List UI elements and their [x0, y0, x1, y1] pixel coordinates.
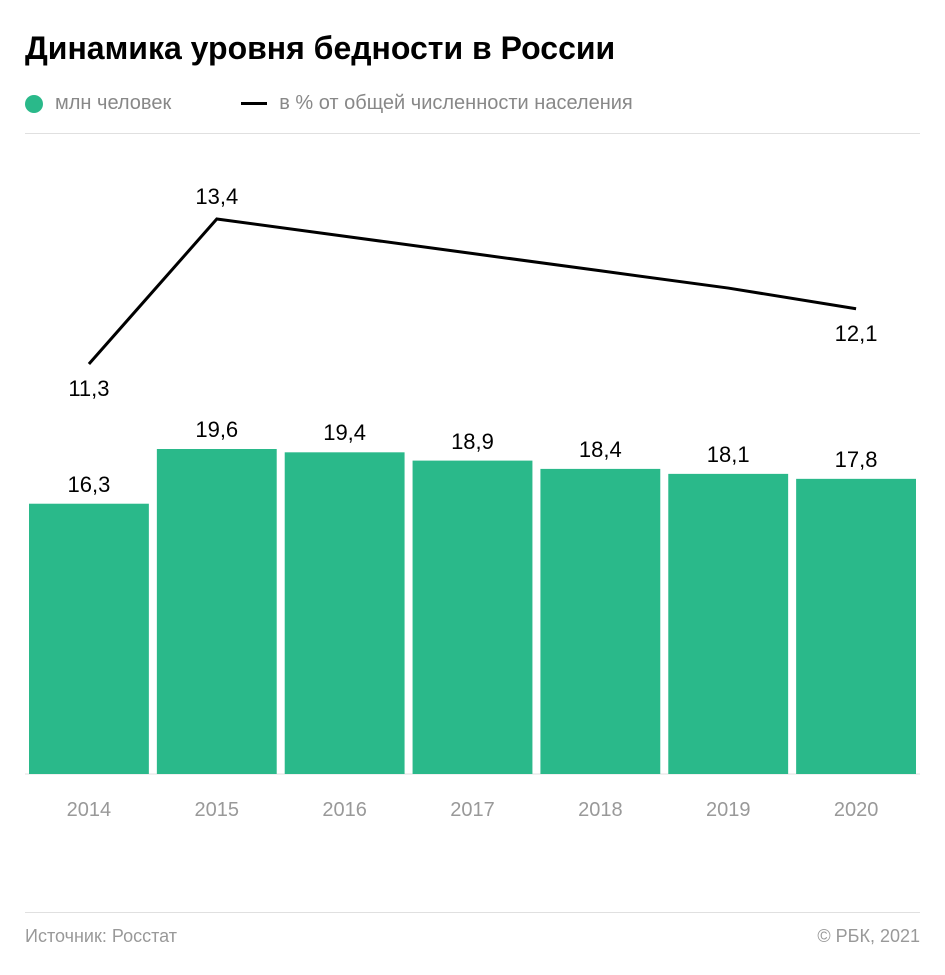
bar-value-label: 18,4 [540, 437, 660, 463]
header-divider [25, 133, 920, 134]
legend-line-icon [241, 102, 267, 105]
x-axis-label: 2019 [664, 799, 792, 822]
x-axis-labels: 2014201520162017201820192020 [25, 799, 920, 822]
chart-title: Динамика уровня бедности в России [25, 30, 920, 67]
bar-value-label: 17,8 [796, 447, 916, 473]
chart-svg [25, 154, 920, 834]
footer-source: Источник: Росстат [25, 926, 177, 947]
footer-source-prefix: Источник: [25, 926, 107, 946]
bar [668, 474, 788, 774]
footer-divider [25, 912, 920, 913]
x-axis-label: 2017 [409, 799, 537, 822]
x-axis-label: 2016 [281, 799, 409, 822]
legend: млн человек в % от общей численности нас… [25, 92, 920, 115]
bar [413, 461, 533, 774]
legend-bars-label: млн человек [55, 92, 171, 115]
x-axis-label: 2014 [25, 799, 153, 822]
trend-line [89, 219, 856, 364]
bar [540, 469, 660, 774]
line-value-label: 13,4 [187, 184, 247, 210]
bar-value-label: 16,3 [29, 472, 149, 498]
bar [285, 452, 405, 774]
bar-value-label: 18,9 [413, 429, 533, 455]
x-axis-label: 2020 [792, 799, 920, 822]
bar-value-label: 18,1 [668, 442, 788, 468]
footer-source-name: Росстат [112, 926, 177, 946]
bar [29, 504, 149, 774]
chart-area: 16,3 19,6 19,4 18,9 18,4 18,1 17,8 11,3 13,4 12,1… [25, 154, 920, 834]
footer-attribution: © РБК, 2021 [817, 926, 920, 947]
line-value-label: 11,3 [59, 376, 119, 402]
legend-dot-icon [25, 95, 43, 113]
legend-line-label: в % от общей численности населения [279, 92, 633, 115]
legend-bars: млн человек [25, 92, 171, 115]
x-axis-label: 2018 [536, 799, 664, 822]
line-value-label: 12,1 [826, 321, 886, 347]
footer: Источник: Росстат © РБК, 2021 [25, 926, 920, 947]
legend-line: в % от общей численности населения [241, 92, 633, 115]
bar-value-label: 19,6 [157, 417, 277, 443]
x-axis-label: 2015 [153, 799, 281, 822]
bar [796, 479, 916, 774]
bar [157, 449, 277, 774]
bar-value-label: 19,4 [285, 420, 405, 446]
